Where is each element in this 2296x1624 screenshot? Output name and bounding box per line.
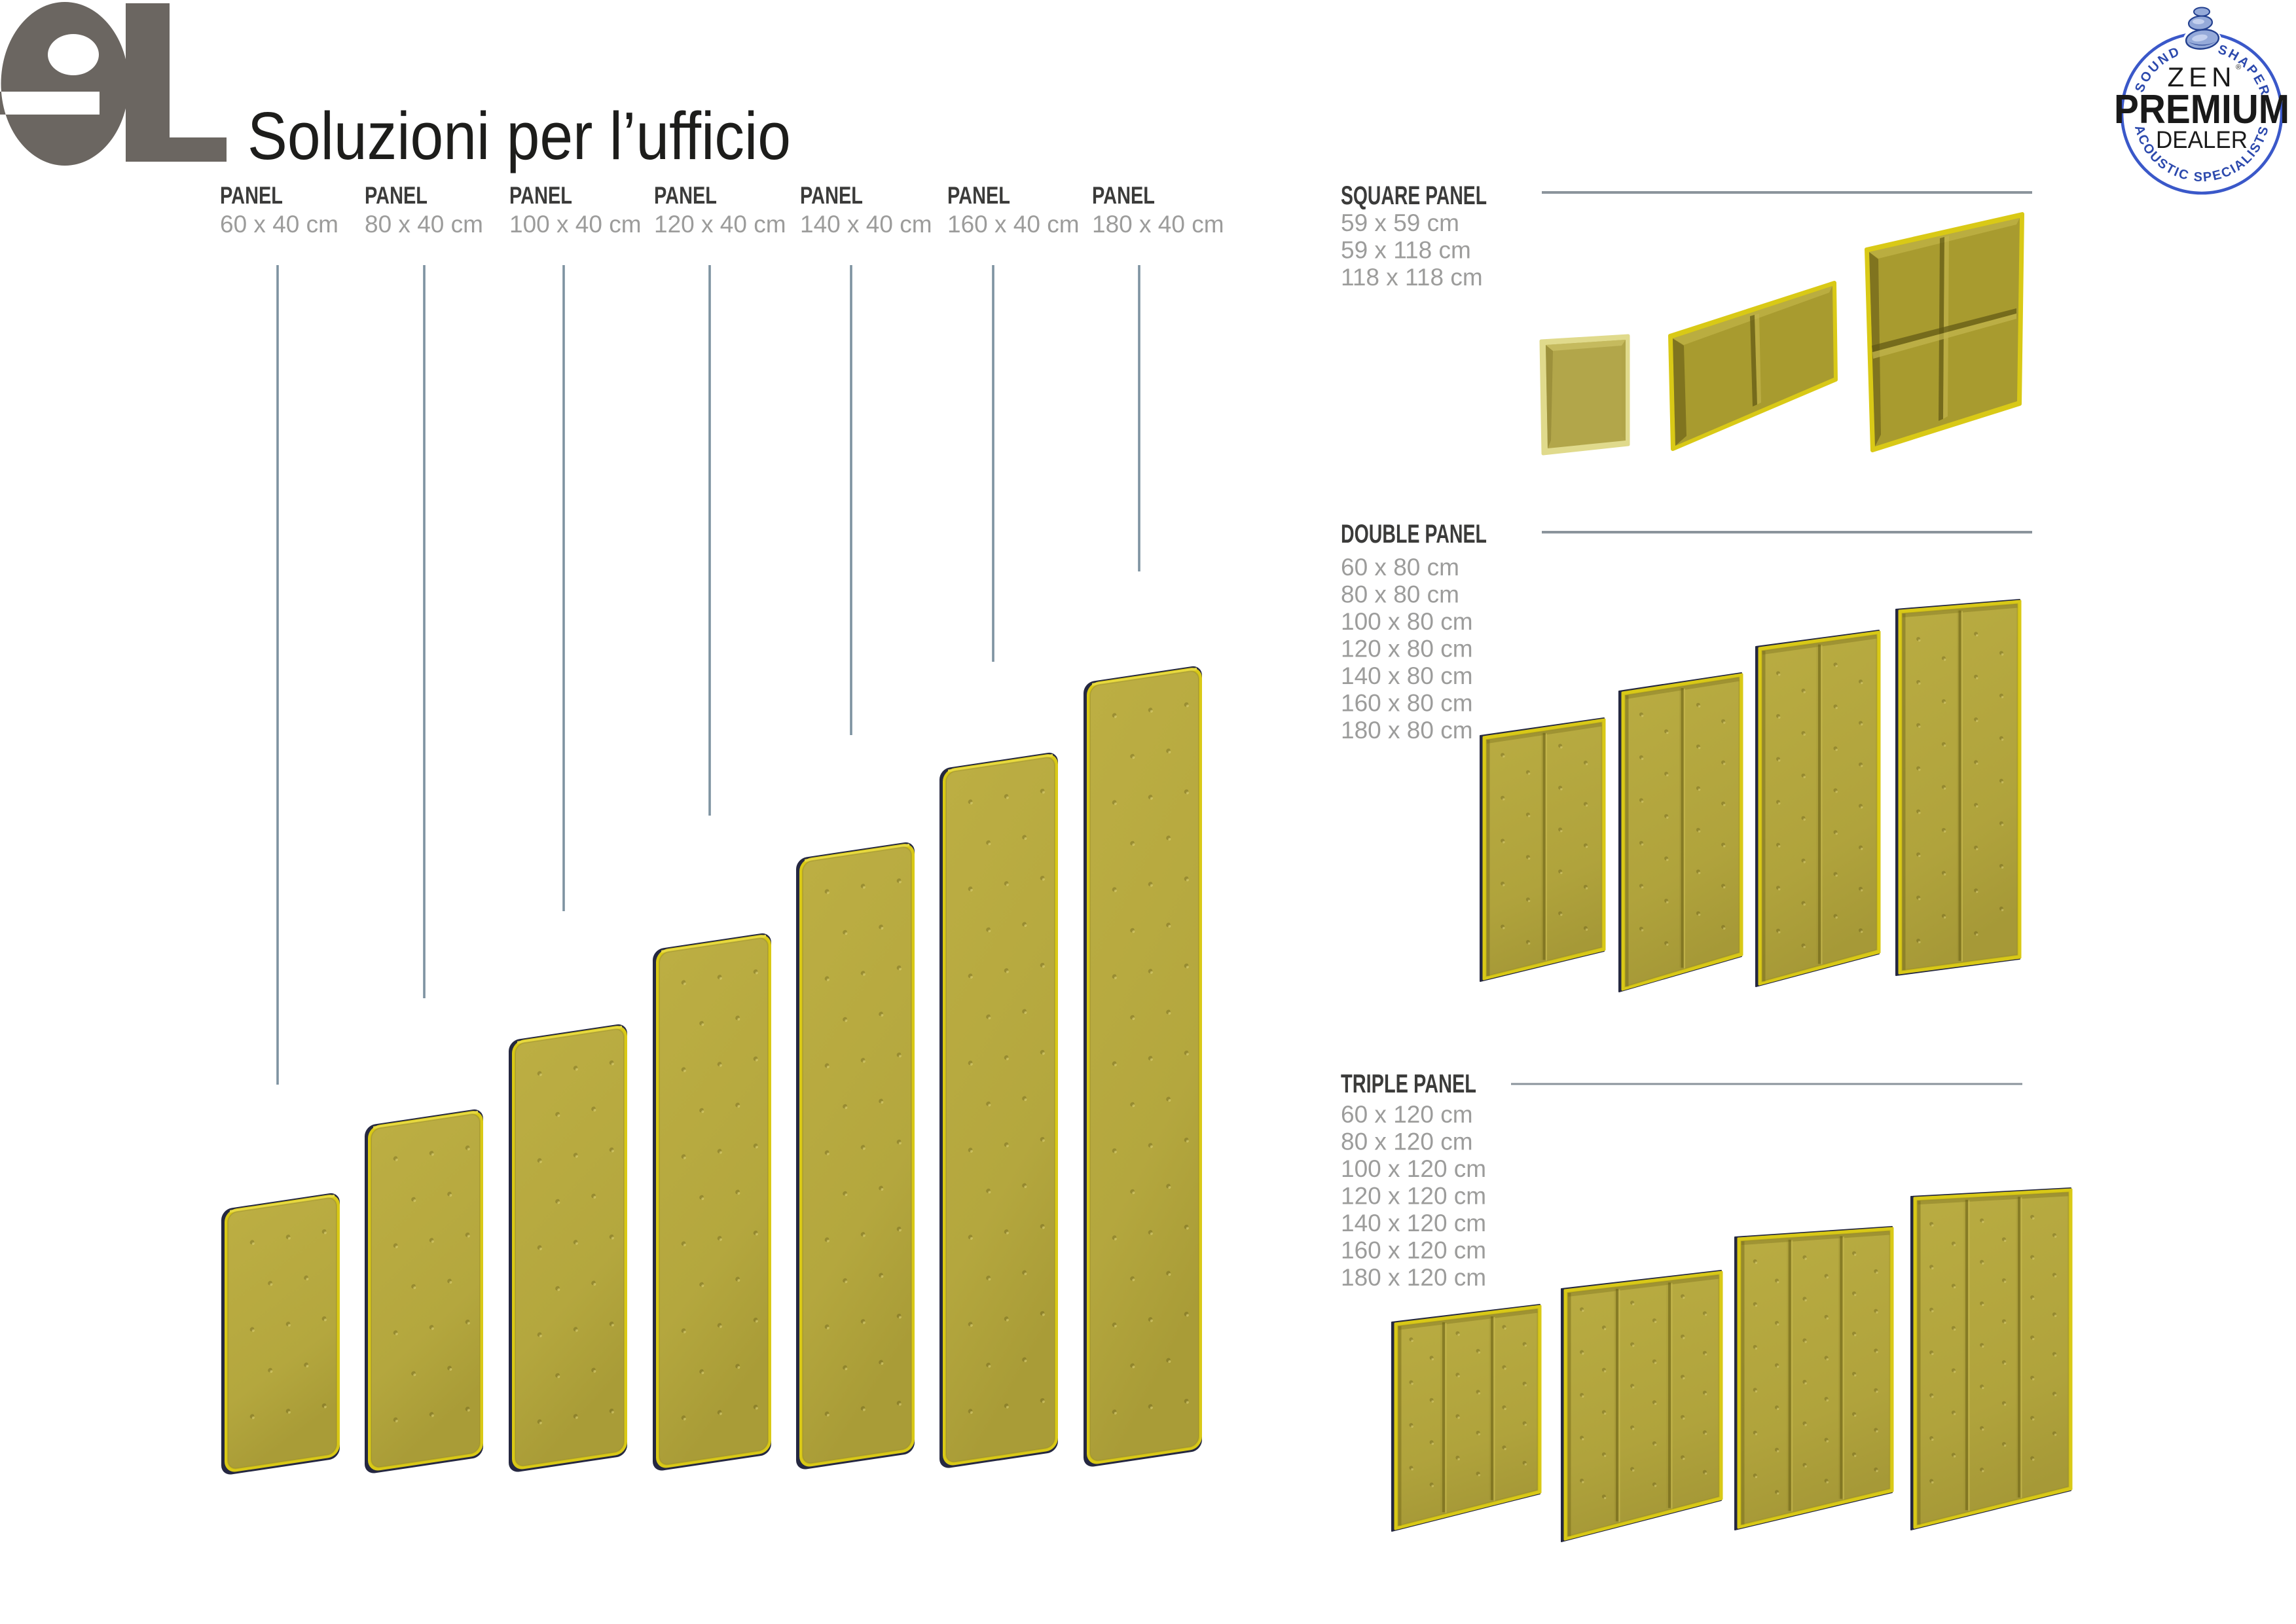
svg-text:120 x 40 cm: 120 x 40 cm bbox=[654, 211, 786, 238]
svg-text:80 x 120 cm: 80 x 120 cm bbox=[1341, 1128, 1473, 1155]
svg-text:60 x 80 cm: 60 x 80 cm bbox=[1341, 554, 1459, 581]
svg-text:59 x 118 cm: 59 x 118 cm bbox=[1341, 237, 1471, 264]
svg-text:140 x 40 cm: 140 x 40 cm bbox=[800, 211, 932, 238]
svg-text:160 x 80 cm: 160 x 80 cm bbox=[1341, 690, 1473, 717]
svg-text:100 x 40 cm: 100 x 40 cm bbox=[509, 211, 642, 238]
svg-text:PANEL: PANEL bbox=[509, 182, 572, 209]
svg-text:180 x 80 cm: 180 x 80 cm bbox=[1341, 717, 1473, 744]
svg-text:PANEL: PANEL bbox=[365, 182, 428, 209]
svg-text:Soluzioni per l’ufficio: Soluzioni per l’ufficio bbox=[247, 98, 791, 173]
svg-text:59 x 59 cm: 59 x 59 cm bbox=[1341, 209, 1459, 236]
svg-text:60 x 120 cm: 60 x 120 cm bbox=[1341, 1101, 1473, 1128]
svg-text:80 x 80 cm: 80 x 80 cm bbox=[1341, 581, 1459, 608]
svg-text:PANEL: PANEL bbox=[800, 182, 863, 209]
svg-text:SQUARE PANEL: SQUARE PANEL bbox=[1341, 181, 1487, 210]
svg-text:100 x 80 cm: 100 x 80 cm bbox=[1341, 608, 1473, 635]
svg-text:PANEL: PANEL bbox=[1092, 182, 1155, 209]
svg-text:140 x 80 cm: 140 x 80 cm bbox=[1341, 662, 1473, 689]
svg-text:120 x 120 cm: 120 x 120 cm bbox=[1341, 1183, 1486, 1210]
svg-text:60 x 40 cm: 60 x 40 cm bbox=[220, 211, 338, 238]
svg-text:DOUBLE PANEL: DOUBLE PANEL bbox=[1341, 520, 1487, 549]
svg-text:®: ® bbox=[2236, 63, 2241, 71]
svg-text:160 x 120 cm: 160 x 120 cm bbox=[1341, 1237, 1486, 1264]
svg-text:DEALER: DEALER bbox=[2156, 126, 2248, 153]
svg-text:180 x 120 cm: 180 x 120 cm bbox=[1341, 1264, 1486, 1291]
svg-text:140 x 120 cm: 140 x 120 cm bbox=[1341, 1210, 1486, 1236]
svg-text:180 x 40 cm: 180 x 40 cm bbox=[1092, 211, 1224, 238]
svg-text:120 x 80 cm: 120 x 80 cm bbox=[1341, 636, 1473, 662]
svg-text:118 x 118 cm: 118 x 118 cm bbox=[1341, 264, 1483, 291]
svg-text:160 x 40 cm: 160 x 40 cm bbox=[947, 211, 1080, 238]
svg-text:TRIPLE PANEL: TRIPLE PANEL bbox=[1341, 1070, 1476, 1098]
svg-text:80 x 40 cm: 80 x 40 cm bbox=[365, 211, 483, 238]
svg-text:PANEL: PANEL bbox=[654, 182, 717, 209]
svg-text:PREMIUM: PREMIUM bbox=[2114, 87, 2289, 132]
svg-text:100 x 120 cm: 100 x 120 cm bbox=[1341, 1155, 1486, 1182]
svg-text:PANEL: PANEL bbox=[947, 182, 1010, 209]
svg-text:ZEN: ZEN bbox=[2168, 62, 2236, 92]
svg-text:PANEL: PANEL bbox=[220, 182, 283, 209]
